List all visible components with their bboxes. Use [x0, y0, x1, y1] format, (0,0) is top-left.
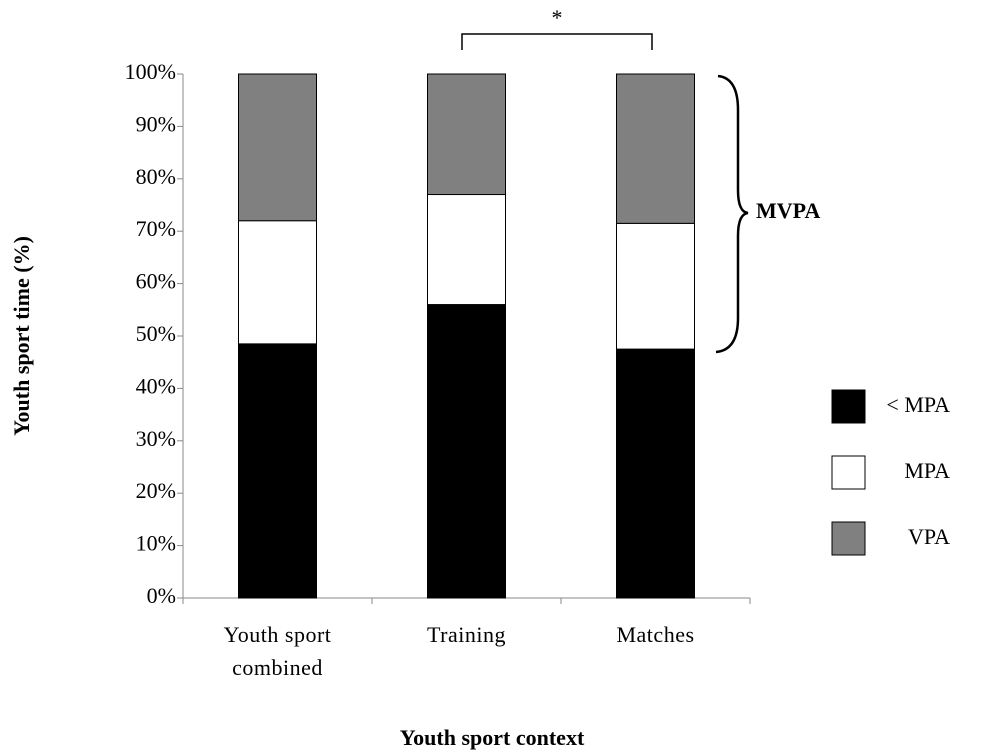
legend-swatch	[831, 455, 866, 490]
x-tick-label: Matches	[616, 622, 695, 647]
legend-label: < MPA	[886, 392, 950, 417]
significance-bracket	[461, 33, 653, 50]
legend-label: VPA	[908, 524, 950, 549]
y-tick-label: 10%	[136, 531, 176, 556]
x-tick-label: Youth sport combined	[223, 622, 332, 680]
y-tick-label: 20%	[136, 478, 176, 503]
bar-segment	[427, 73, 506, 196]
legend-swatch	[831, 389, 866, 424]
y-tick-label: 50%	[136, 321, 176, 346]
mvpa-brace	[715, 74, 749, 354]
bar-segment	[616, 348, 695, 599]
legend-swatch	[831, 521, 866, 556]
y-tick-label: 60%	[136, 269, 176, 294]
bar-segment	[616, 73, 695, 224]
y-tick-label: 40%	[136, 373, 176, 398]
legend-label: MPA	[904, 458, 950, 483]
x-tick-label: Training	[427, 622, 506, 647]
mvpa-label: MVPA	[756, 198, 820, 223]
y-tick-label: 90%	[136, 111, 176, 136]
y-tick-label: 70%	[136, 216, 176, 241]
bar-segment	[238, 343, 317, 599]
y-tick-label: 0%	[147, 583, 176, 608]
y-tick-label: 30%	[136, 426, 176, 451]
bar-segment	[238, 73, 317, 222]
bar-segment	[427, 194, 506, 306]
y-axis-title: Youth sport time (%)	[9, 236, 34, 436]
y-tick-label: 80%	[136, 164, 176, 189]
y-tick-label: 100%	[125, 59, 176, 84]
bar-segment	[238, 220, 317, 345]
x-axis-title: Youth sport context	[400, 725, 585, 750]
significance-mark: *	[552, 5, 563, 30]
bar-segment	[427, 304, 506, 599]
bar-segment	[616, 222, 695, 350]
